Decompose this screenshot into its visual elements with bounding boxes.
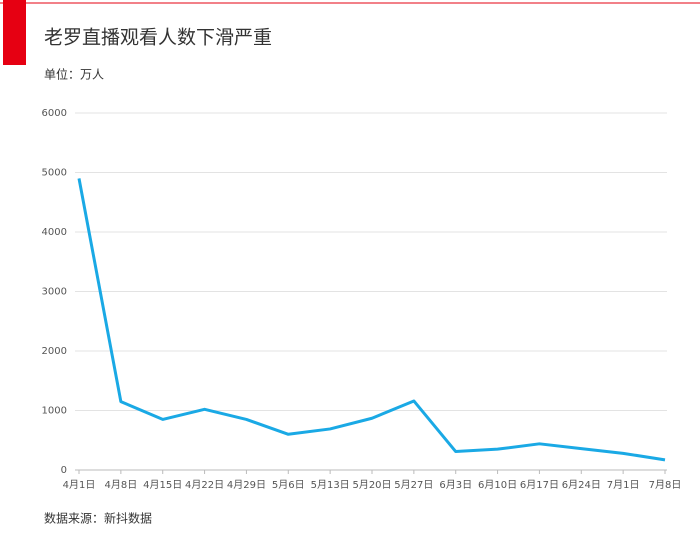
x-tick-label: 5月13日 (311, 479, 350, 491)
y-tick-label: 0 (61, 465, 67, 476)
x-tick-label: 4月1日 (63, 479, 96, 491)
x-tick-label: 6月10日 (478, 479, 517, 491)
x-tick-label: 5月27日 (394, 479, 433, 491)
y-tick-label: 1000 (42, 406, 67, 417)
chart-title: 老罗直播观看人数下滑严重 (44, 27, 272, 49)
data-line (77, 178, 666, 462)
y-tick-label: 6000 (42, 108, 67, 119)
x-tick-label: 4月22日 (185, 479, 224, 491)
x-tick-label: 5月6日 (272, 479, 305, 491)
source: 数据来源：新抖数据 (44, 511, 152, 526)
accent-bar (3, 0, 26, 65)
x-tick-label: 6月24日 (562, 479, 601, 491)
x-tick-label: 4月15日 (143, 479, 182, 491)
x-tick-label: 4月29日 (227, 479, 266, 491)
x-tick-label: 7月1日 (607, 479, 640, 491)
y-tick-label: 2000 (42, 346, 67, 357)
subtitle: 单位：万人 (44, 67, 104, 82)
x-tick-label: 6月17日 (520, 479, 559, 491)
y-tick-label: 4000 (42, 227, 67, 238)
y-tick-label: 5000 (42, 168, 67, 179)
x-tick-label: 6月3日 (439, 479, 472, 491)
x-tick-label: 5月20日 (352, 479, 391, 491)
x-tick-label: 7月8日 (649, 479, 682, 491)
y-tick-label: 3000 (42, 287, 67, 298)
x-tick-label: 4月8日 (104, 479, 137, 491)
